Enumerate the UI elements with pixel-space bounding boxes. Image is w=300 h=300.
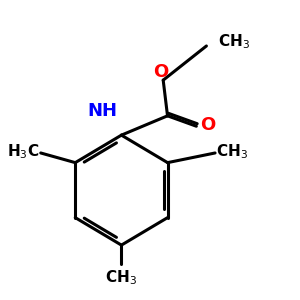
Text: CH$_3$: CH$_3$	[217, 142, 248, 161]
Text: O: O	[153, 63, 169, 81]
Text: CH$_3$: CH$_3$	[105, 268, 137, 287]
Text: CH$_3$: CH$_3$	[218, 32, 250, 51]
Text: O: O	[200, 116, 215, 134]
Text: H$_3$C: H$_3$C	[7, 142, 39, 161]
Text: NH: NH	[88, 102, 118, 120]
